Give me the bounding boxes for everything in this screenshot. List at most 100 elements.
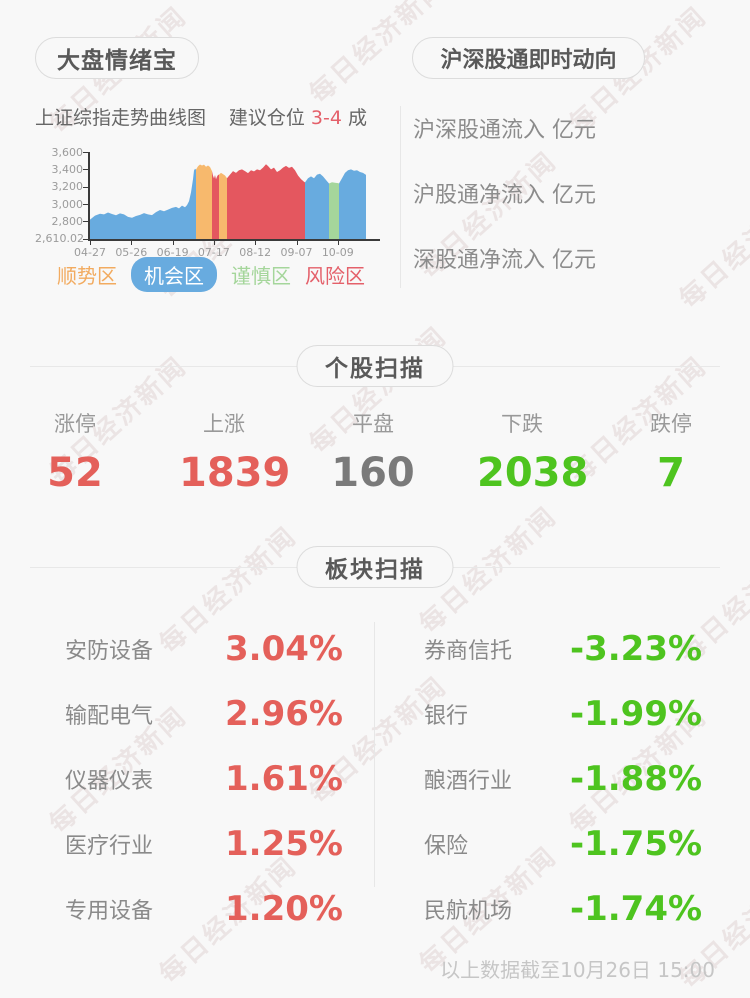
- y-axis-tick: [83, 238, 88, 240]
- stat-label: 平盘: [352, 412, 394, 436]
- sector-row: 输配电气 2.96%: [30, 681, 374, 746]
- chart-segment-风险区: [227, 164, 305, 239]
- sector-losers-column: 券商信托 -3.23% 银行 -1.99% 酿酒行业 -1.88% 保险 -1.75% 民航机场…: [375, 602, 719, 937]
- sector-change-value: 1.61%: [225, 758, 343, 799]
- top-section-divider: [400, 106, 401, 288]
- x-axis-tick: [296, 241, 298, 245]
- hs-connect-row-label: 深股通净流入 亿元: [413, 247, 596, 273]
- hs-connect-row: 沪股通净流入 亿元: [413, 160, 713, 225]
- chart-y-axis-line: [88, 152, 90, 240]
- sector-row: 医疗行业 1.25%: [30, 811, 374, 876]
- hs-connect-row-label: 沪深股通流入 亿元: [413, 117, 596, 143]
- legend-item: 谨慎区: [231, 263, 291, 288]
- x-axis-tick-label: 06-19: [156, 246, 189, 259]
- chart-header: 上证综指走势曲线图 建议仓位 3-4 成: [35, 103, 367, 130]
- section-pill-stock-scan: 个股扫描: [296, 345, 454, 387]
- sector-scan-divider: 板块扫描: [30, 546, 720, 588]
- sentiment-pill-label: 大盘情绪宝: [57, 48, 177, 74]
- stat-cell: 涨停 52: [30, 408, 120, 496]
- sector-row: 保险 -1.75%: [375, 811, 719, 876]
- sector-scan-title: 板块扫描: [325, 557, 425, 583]
- sector-change-value: 2.96%: [225, 693, 343, 734]
- sector-name: 医疗行业: [65, 833, 154, 859]
- sector-row: 银行 -1.99%: [375, 681, 719, 746]
- legend-item: 机会区: [131, 256, 217, 292]
- chart-y-axis-labels: 3,600 3,400 3,200 3,000 2,800 2,610.02: [35, 146, 84, 245]
- stat-label: 涨停: [54, 412, 96, 436]
- stock-stats-row: 涨停 52 上涨 1839 平盘 160 下跌 2038 跌停 7: [30, 408, 716, 496]
- hs-connect-rows: 沪深股通流入 亿元沪股通净流入 亿元深股通净流入 亿元: [413, 95, 713, 290]
- y-axis-tick: [83, 169, 88, 171]
- chart-title: 上证综指走势曲线图: [35, 107, 207, 129]
- y-axis-tick-label: 3,200: [51, 180, 84, 194]
- stat-label: 上涨: [203, 412, 245, 436]
- x-axis-tick: [255, 241, 257, 245]
- stat-cell: 跌停 7: [626, 408, 716, 496]
- y-axis-tick-label: 3,000: [51, 197, 84, 211]
- sector-name: 输配电气: [65, 703, 154, 729]
- stat-value: 160: [331, 450, 415, 496]
- sector-row: 民航机场 -1.74%: [375, 876, 719, 941]
- sector-name: 银行: [424, 703, 469, 729]
- hs-connect-pill-label: 沪深股通即时动向: [440, 48, 617, 73]
- stat-cell: 下跌 2038: [477, 408, 589, 496]
- sector-change-value: 1.25%: [225, 823, 343, 864]
- x-axis-tick-label: 07-17: [197, 246, 230, 259]
- hs-connect-row: 沪深股通流入 亿元: [413, 95, 713, 160]
- chart-x-axis-line: [88, 239, 380, 241]
- stat-value: 2038: [477, 450, 589, 496]
- chart-segment-机会区: [305, 173, 329, 239]
- stock-scan-title: 个股扫描: [325, 356, 425, 382]
- sector-row: 酿酒行业 -1.88%: [375, 746, 719, 811]
- stat-value: 7: [657, 450, 685, 496]
- advice-value: 3-4: [310, 107, 342, 129]
- y-axis-tick: [83, 152, 88, 153]
- stock-scan-divider: 个股扫描: [30, 345, 720, 387]
- section-pill-hs-connect: 沪深股通即时动向: [412, 37, 645, 79]
- sector-row: 安防设备 3.04%: [30, 616, 374, 681]
- chart-x-axis-labels: 04-27 05-26 06-19 07-17 08-12 09-07 10-09: [74, 246, 380, 260]
- chart-segment-顺势区: [196, 164, 212, 239]
- hs-connect-row: 深股通净流入 亿元: [413, 225, 713, 290]
- chart-legend: 顺势区 机会区 谨慎区 风险区: [57, 256, 365, 292]
- x-axis-tick: [337, 241, 339, 245]
- legend-item: 顺势区: [57, 263, 117, 288]
- sector-change-value: -1.99%: [570, 693, 703, 734]
- stat-cell: 上涨 1839: [179, 408, 291, 496]
- sector-row: 券商信托 -3.23%: [375, 616, 719, 681]
- sector-name: 安防设备: [65, 638, 154, 664]
- legend-item: 风险区: [305, 263, 365, 288]
- section-pill-sentiment: 大盘情绪宝: [35, 37, 199, 79]
- stat-value: 1839: [179, 450, 291, 496]
- chart-segment-机会区: [90, 168, 196, 239]
- chart-segment-谨慎区: [329, 182, 339, 239]
- x-axis-tick: [172, 241, 174, 245]
- sector-scan-table: 安防设备 3.04% 输配电气 2.96% 仪器仪表 1.61% 医疗行业 1.25% 专用设备…: [30, 602, 720, 937]
- y-axis-tick: [83, 186, 88, 188]
- sector-name: 保险: [424, 833, 469, 859]
- x-axis-tick: [90, 241, 91, 245]
- sector-gainers-column: 安防设备 3.04% 输配电气 2.96% 仪器仪表 1.61% 医疗行业 1.25% 专用设备…: [30, 602, 374, 937]
- y-axis-tick-label: 2,800: [51, 214, 84, 228]
- data-timestamp-note: 以上数据截至10月26日 15:00: [440, 958, 715, 982]
- position-advice: 建议仓位 3-4 成: [228, 107, 367, 129]
- x-axis-tick: [131, 241, 133, 245]
- sector-change-value: 1.20%: [225, 888, 343, 929]
- sector-change-value: -3.23%: [570, 628, 703, 669]
- y-axis-tick: [83, 221, 88, 223]
- y-axis-tick-label: 3,600: [51, 146, 84, 159]
- sector-name: 专用设备: [65, 898, 154, 924]
- sector-change-value: -1.75%: [570, 823, 703, 864]
- x-axis-tick-label: 09-07: [280, 246, 313, 259]
- x-axis-tick: [213, 241, 215, 245]
- x-axis-tick-label: 10-09: [321, 246, 354, 259]
- sector-row: 专用设备 1.20%: [30, 876, 374, 941]
- x-axis-tick-label: 04-27: [74, 246, 106, 259]
- section-pill-sector-scan: 板块扫描: [296, 546, 454, 588]
- chart-segment-机会区: [339, 169, 366, 239]
- sector-name: 仪器仪表: [65, 768, 154, 794]
- stat-cell: 平盘 160: [328, 408, 418, 496]
- sector-change-value: 3.04%: [225, 628, 343, 669]
- y-axis-tick-label: 2,610.02: [35, 231, 84, 245]
